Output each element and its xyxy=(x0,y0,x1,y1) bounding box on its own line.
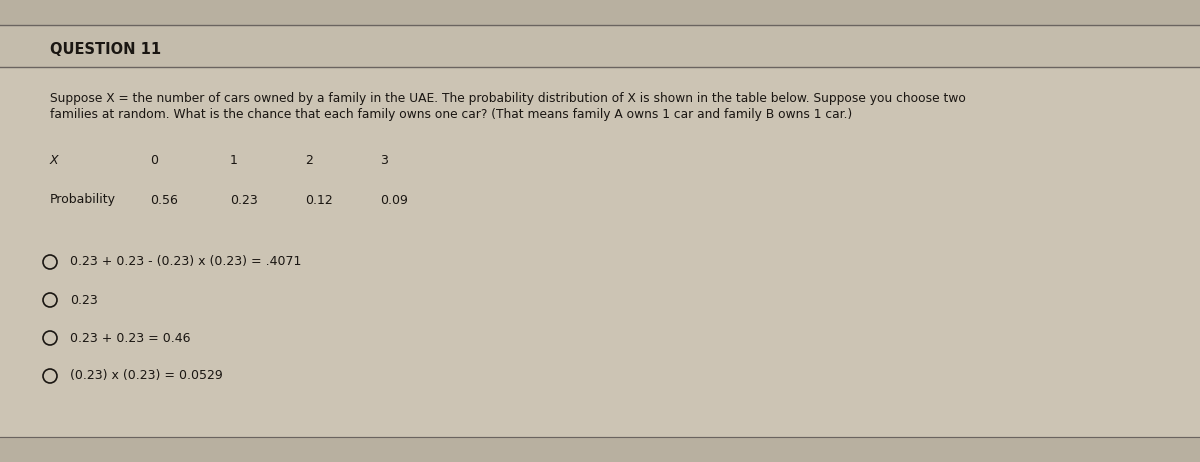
Text: 0: 0 xyxy=(150,153,158,166)
Text: 0.23 + 0.23 - (0.23) x (0.23) = .4071: 0.23 + 0.23 - (0.23) x (0.23) = .4071 xyxy=(70,255,301,268)
Text: (0.23) x (0.23) = 0.0529: (0.23) x (0.23) = 0.0529 xyxy=(70,370,223,383)
Text: 0.23 + 0.23 = 0.46: 0.23 + 0.23 = 0.46 xyxy=(70,332,191,345)
Text: 0.56: 0.56 xyxy=(150,194,178,207)
Text: 0.12: 0.12 xyxy=(305,194,332,207)
Bar xyxy=(0,0,1200,25)
Text: families at random. What is the chance that each family owns one car? (That mean: families at random. What is the chance t… xyxy=(50,108,852,121)
Bar xyxy=(0,437,1200,462)
Text: Suppose X = the number of cars owned by a family in the UAE. The probability dis: Suppose X = the number of cars owned by … xyxy=(50,92,966,105)
Text: 2: 2 xyxy=(305,153,313,166)
Text: 3: 3 xyxy=(380,153,388,166)
Bar xyxy=(0,67,1200,437)
Text: X: X xyxy=(50,153,59,166)
Text: 1: 1 xyxy=(230,153,238,166)
Text: Probability: Probability xyxy=(50,194,116,207)
Text: QUESTION 11: QUESTION 11 xyxy=(50,43,161,57)
Text: 0.23: 0.23 xyxy=(70,293,97,306)
Text: 0.23: 0.23 xyxy=(230,194,258,207)
Text: 0.09: 0.09 xyxy=(380,194,408,207)
Bar xyxy=(0,25,1200,67)
